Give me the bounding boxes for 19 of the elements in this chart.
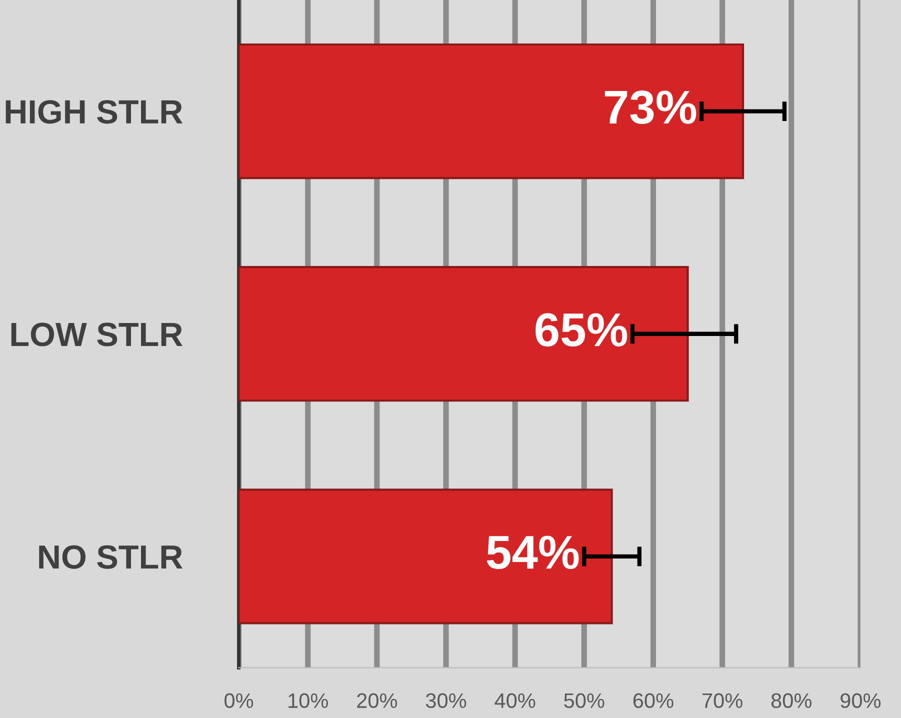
x-tick-label: 30% <box>426 693 466 708</box>
data-label: 54% <box>486 536 579 570</box>
bar <box>238 43 744 180</box>
x-tick-label: 10% <box>288 693 328 708</box>
x-tick-label: 40% <box>494 693 536 708</box>
bar <box>238 488 613 624</box>
x-tick-label: 20% <box>357 693 398 708</box>
y-tick-label: HIGH STLR <box>6 100 183 124</box>
x-tick-label: 60% <box>633 693 674 708</box>
bar <box>238 266 689 402</box>
x-tick-label: 90% <box>840 693 881 708</box>
x-tick-label: 0% <box>224 693 254 708</box>
y-tick-label: NO STLR <box>39 545 183 569</box>
y-tick-label: LOW STLR <box>11 322 183 346</box>
data-label: 73% <box>604 90 696 124</box>
data-label: 65% <box>536 313 628 347</box>
x-tick-label: 80% <box>771 693 812 708</box>
x-tick-label: 50% <box>564 693 604 708</box>
x-tick-label: 70% <box>702 693 742 708</box>
